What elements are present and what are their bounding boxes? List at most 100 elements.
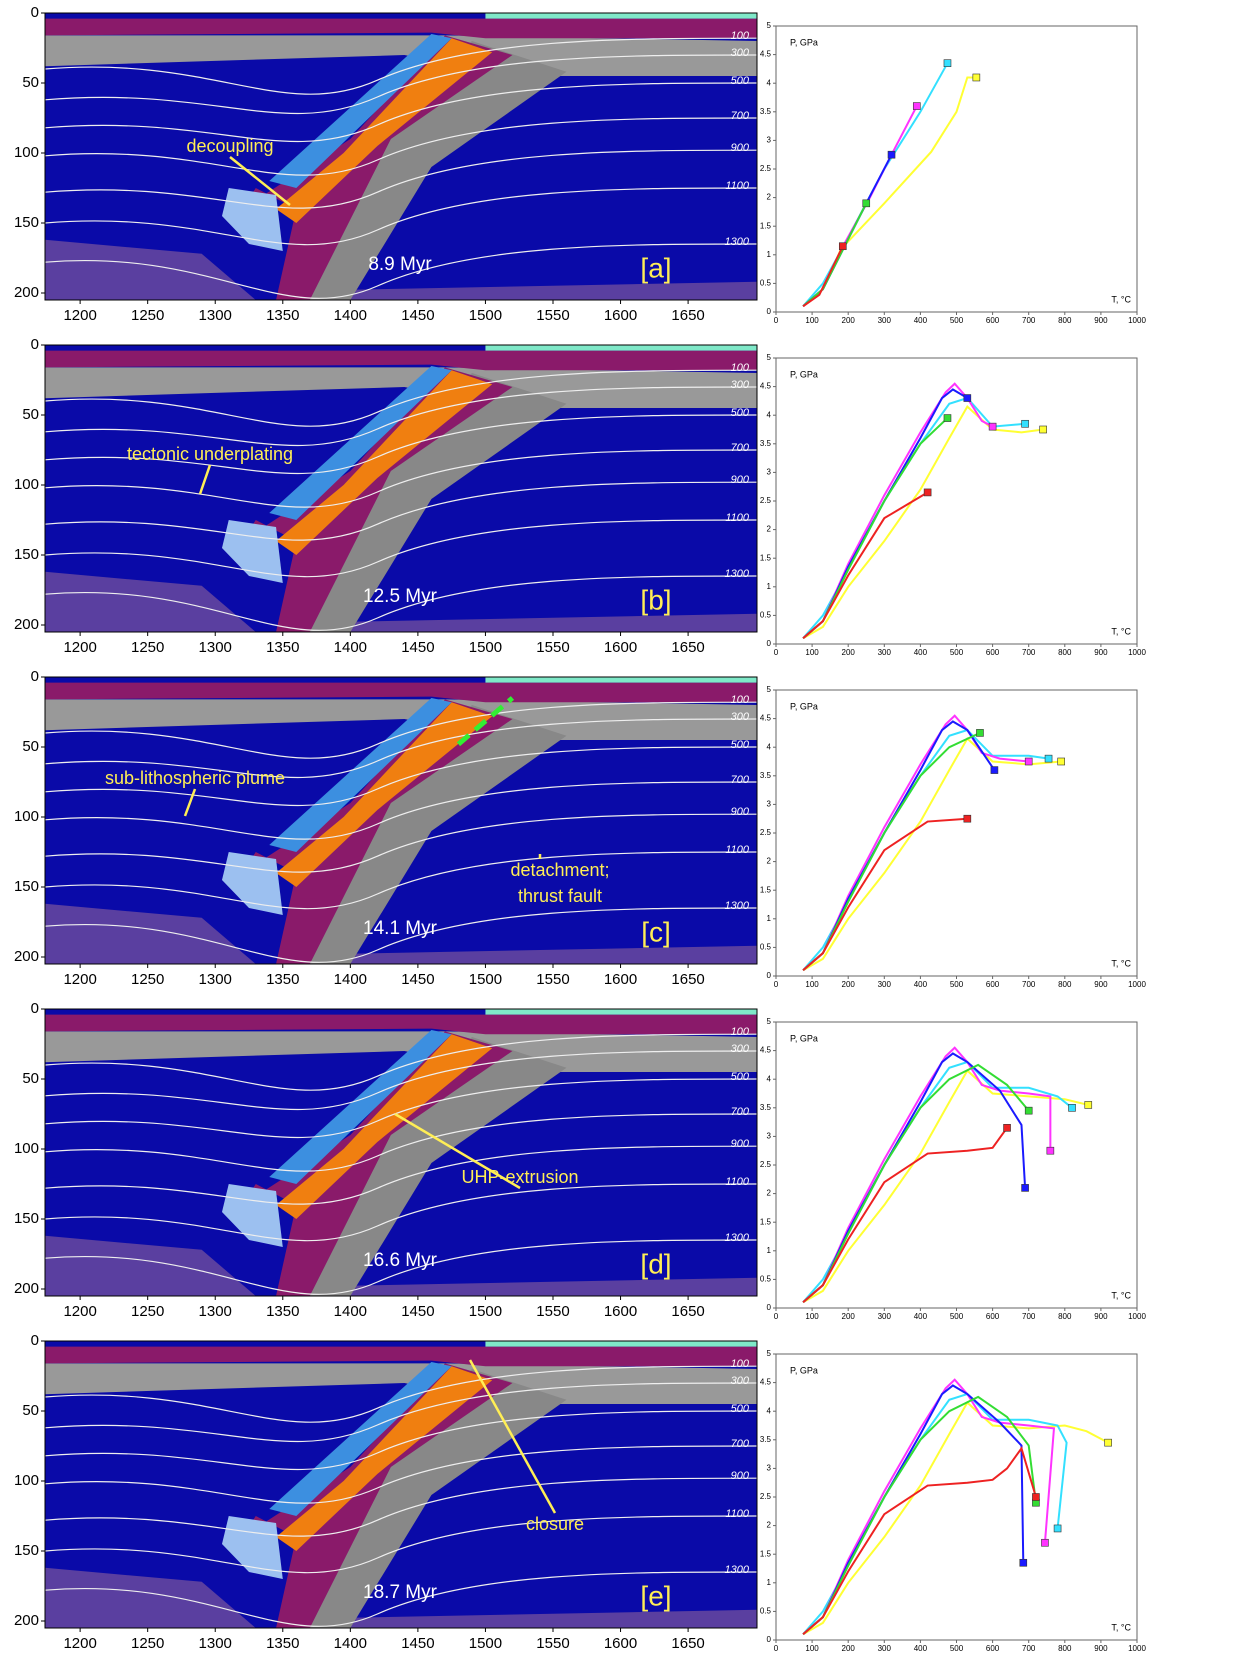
x-tick-label: 1400 (334, 307, 367, 324)
panel-label: [e] (640, 1580, 671, 1611)
pt-end-marker (988, 422, 997, 431)
wedge (269, 1362, 452, 1516)
y-tick-label: 150 (14, 214, 39, 231)
x-tick-label: 1550 (536, 1635, 569, 1652)
lithosphere (45, 1031, 757, 1072)
x-tick-label: 1550 (536, 1303, 569, 1320)
deep-mantle (45, 903, 256, 964)
pt-y-tick-label: 1.5 (760, 221, 772, 230)
slab-sediment (276, 1034, 493, 1219)
isotherm (45, 243, 757, 299)
pt-x-tick-label: 1000 (1128, 980, 1146, 989)
pt-x-tick-label: 0 (774, 316, 779, 325)
pt-y-tick-label: 4 (767, 742, 772, 751)
pt-path (802, 817, 968, 972)
x-tick-label: 1500 (469, 307, 502, 324)
isotherm-label: 500 (731, 739, 750, 751)
x-tick-label: 1200 (63, 639, 96, 656)
pt-path (802, 245, 844, 308)
isotherm (45, 907, 757, 963)
pt-y-tick-label: 2.5 (760, 828, 772, 837)
pt-path (802, 1401, 1109, 1636)
wedge (269, 366, 452, 520)
y-tick-label: 150 (14, 1210, 39, 1227)
isotherm-label: 700 (731, 1106, 750, 1118)
crust (45, 18, 757, 39)
pt-y-tick-label: 3 (767, 1464, 772, 1473)
annotation: UHP-extrusion (461, 1167, 578, 1187)
panel-label: [d] (640, 1248, 671, 1279)
y-tick-label: 0 (31, 4, 39, 21)
wedge (269, 698, 452, 852)
pt-end-marker (1104, 1438, 1112, 1447)
pt-y-label: P, GPa (790, 369, 818, 379)
time-label: 18.7 Myr (363, 1582, 438, 1603)
x-tick-label: 1600 (604, 1303, 637, 1320)
pocket (221, 188, 283, 251)
pt-y-tick-label: 1 (767, 914, 772, 923)
isotherm-label: 300 (731, 379, 750, 391)
isotherm (45, 746, 757, 807)
x-tick-label: 1200 (63, 1635, 96, 1652)
isotherm (45, 1382, 757, 1443)
slab-crust (242, 699, 513, 964)
isotherm (45, 187, 757, 246)
pt-y-tick-label: 4.5 (760, 1046, 772, 1055)
x-tick-label: 1300 (199, 971, 232, 988)
annotation: sub-lithospheric plume (105, 768, 285, 788)
y-tick-label: 100 (14, 476, 39, 493)
pt-x-tick-label: 100 (805, 1312, 819, 1321)
x-tick-label: 1350 (266, 307, 299, 324)
time-label: 8.9 Myr (368, 254, 432, 275)
pt-y-tick-label: 2 (767, 1521, 772, 1530)
x-tick-label: 1500 (469, 1635, 502, 1652)
time-label: 12.5 Myr (363, 586, 438, 607)
pt-end-marker (912, 102, 921, 110)
pt-x-tick-label: 500 (950, 648, 964, 657)
model-image (45, 345, 757, 632)
x-tick-label: 1350 (266, 1635, 299, 1652)
model-image (45, 13, 757, 300)
slab-crust (242, 35, 513, 300)
pt-end-marker (943, 414, 952, 422)
pt-x-tick-label: 600 (986, 648, 1000, 657)
model-frame (44, 12, 758, 301)
pt-y-tick-label: 0.5 (760, 1275, 772, 1284)
pt-end-marker (838, 242, 847, 251)
pt-x-tick-label: 600 (986, 1312, 1000, 1321)
pt-path (802, 202, 868, 308)
pt-y-tick-label: 5 (767, 21, 772, 30)
panel-label: [b] (640, 584, 671, 615)
y-tick-label: 200 (14, 948, 39, 965)
pt-end-marker (1024, 757, 1033, 766)
x-tick-label: 1300 (199, 1635, 232, 1652)
pt-path (802, 1127, 1008, 1304)
pt-x-tick-label: 800 (1058, 980, 1072, 989)
crust (45, 682, 757, 703)
time-label: 14.1 Myr (363, 918, 438, 939)
x-tick-label: 1500 (469, 971, 502, 988)
leader-line (229, 156, 291, 206)
pt-x-tick-label: 300 (878, 980, 892, 989)
x-tick-label: 1350 (266, 1303, 299, 1320)
deep-mantle (323, 613, 757, 632)
pt-x-tick-label: 300 (878, 316, 892, 325)
isotherm (45, 414, 757, 475)
isotherm (45, 1113, 757, 1172)
isotherm (45, 813, 757, 873)
isotherm-label: 900 (731, 1138, 750, 1150)
isotherm (45, 1515, 757, 1574)
isotherm (45, 386, 757, 447)
y-tick-label: 100 (14, 808, 39, 825)
x-tick-label: 1400 (334, 639, 367, 656)
pt-x-label: T, °C (1111, 1290, 1131, 1300)
model-frame (44, 344, 758, 633)
isotherm (45, 718, 757, 779)
pt-x-tick-label: 0 (774, 648, 779, 657)
pt-x-tick-label: 200 (842, 1644, 856, 1653)
pt-path (802, 1446, 1037, 1636)
pt-y-tick-label: 3.5 (760, 107, 772, 116)
